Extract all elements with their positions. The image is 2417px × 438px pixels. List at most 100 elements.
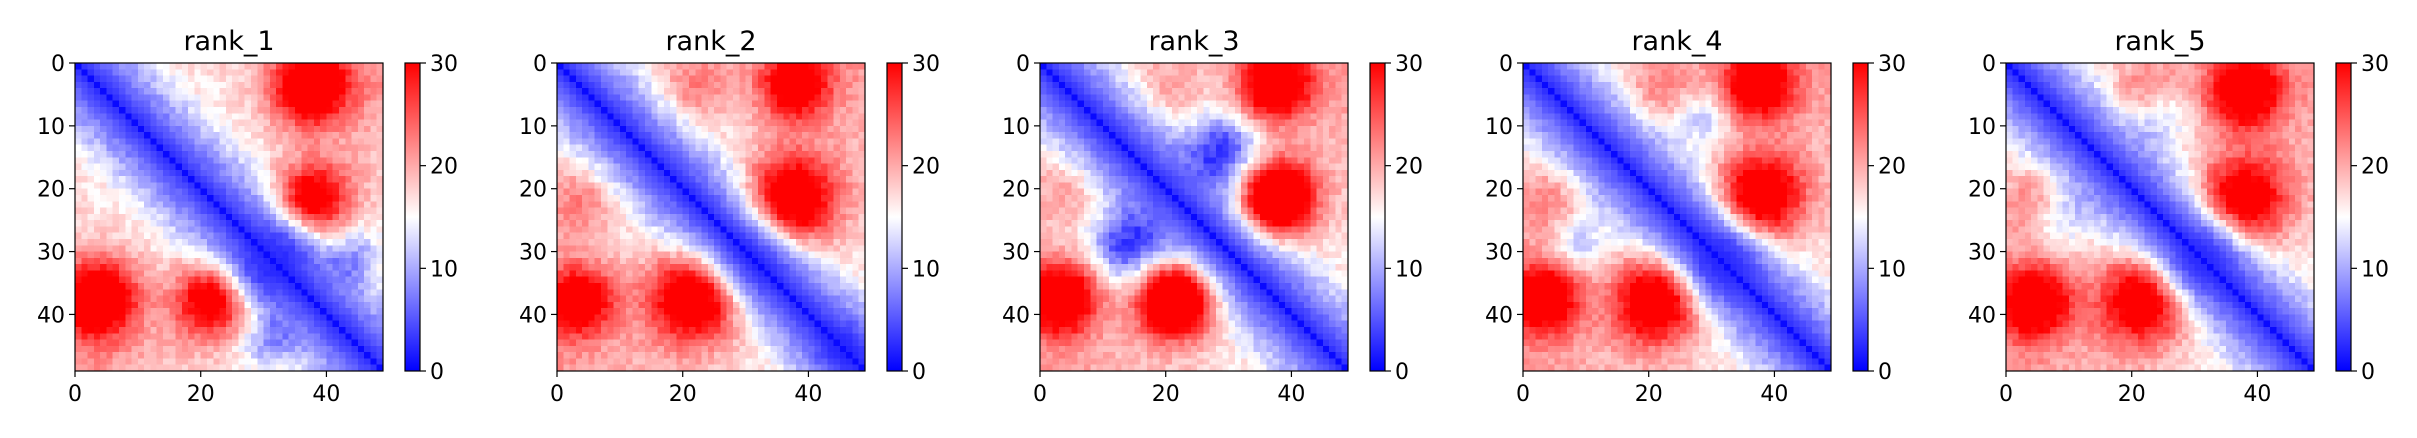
heatmap-cell (701, 107, 709, 114)
heatmap-cell (119, 295, 126, 303)
heatmap-cell (175, 345, 183, 353)
heatmap-cell (144, 345, 152, 353)
heatmap-cell (200, 195, 208, 202)
heatmap-cell (663, 364, 671, 372)
heatmap-cell (594, 339, 602, 347)
heatmap-cell (726, 81, 734, 89)
heatmap-cell (137, 138, 145, 146)
heatmap-cell (645, 333, 652, 341)
heatmap-cell (112, 352, 120, 360)
heatmap-cell (370, 276, 378, 284)
heatmap-cell (131, 270, 139, 278)
heatmap-cell (676, 151, 684, 158)
heatmap-cell (852, 295, 860, 303)
heatmap-cell (607, 251, 615, 259)
heatmap-cell (645, 182, 652, 190)
heatmap-cell (575, 239, 583, 246)
heatmap-cell (745, 151, 753, 158)
heatmap-cell (670, 138, 678, 146)
heatmap-cell (87, 119, 95, 127)
heatmap-cell (156, 138, 164, 146)
heatmap-cell (119, 207, 126, 215)
heatmap-cell (808, 333, 816, 341)
heatmap-cell (156, 176, 164, 184)
heatmap-cell (676, 270, 684, 278)
heatmap-cell (676, 283, 684, 290)
heatmap-cell (150, 119, 158, 127)
heatmap-cell (75, 201, 82, 209)
heatmap-cell (758, 345, 766, 353)
heatmap-cell (827, 245, 835, 253)
heatmap-cell (150, 226, 158, 234)
heatmap-cell (575, 81, 583, 89)
heatmap-cell (714, 176, 722, 184)
heatmap-cell (613, 358, 621, 366)
heatmap-cell (808, 157, 816, 165)
heatmap-cell (632, 182, 640, 190)
heatmap-cell (100, 314, 108, 322)
heatmap-cell (238, 138, 246, 146)
heatmap-cell (714, 125, 722, 133)
heatmap-cell (619, 188, 627, 196)
heatmap-cell (332, 213, 340, 221)
heatmap-cell (682, 226, 690, 234)
heatmap-cell (219, 188, 227, 196)
heatmap-cell (676, 232, 684, 240)
heatmap-cell (846, 94, 854, 102)
heatmap-cell (751, 176, 759, 184)
heatmap-cell (663, 358, 671, 366)
heatmap-cell (288, 69, 296, 77)
heatmap-cell (87, 88, 95, 96)
heatmap-cell (827, 176, 835, 184)
heatmap-cell (783, 81, 791, 89)
heatmap-cell (557, 113, 564, 121)
heatmap-cell (144, 327, 152, 334)
heatmap-cell (257, 364, 265, 372)
heatmap-cell (682, 333, 690, 341)
heatmap-cell (232, 245, 240, 253)
heatmap-cell (175, 270, 183, 278)
heatmap-cell (175, 339, 183, 347)
heatmap-cell (808, 339, 816, 347)
heatmap-cell (351, 339, 359, 347)
heatmap-cell (720, 144, 728, 152)
heatmap-cell (657, 239, 665, 246)
heatmap-cell (163, 283, 170, 290)
heatmap-cell (638, 295, 646, 303)
heatmap-cell (601, 251, 608, 259)
heatmap-cell (207, 245, 214, 253)
heatmap-cell (81, 157, 89, 165)
heatmap-cell (376, 226, 384, 234)
heatmap-cell (257, 314, 265, 322)
heatmap-cell (332, 63, 340, 70)
heatmap-cell (795, 295, 803, 303)
heatmap-cell (575, 352, 583, 360)
heatmap-cell (594, 245, 602, 253)
heatmap-cell (745, 276, 753, 284)
heatmap-cell (257, 345, 265, 353)
heatmap-cell (638, 264, 646, 272)
heatmap-cell (632, 132, 640, 140)
heatmap-cell (112, 201, 120, 209)
heatmap-cell (852, 88, 860, 96)
heatmap-cell (795, 345, 803, 353)
heatmap-cell (613, 182, 621, 190)
heatmap-cell (175, 138, 183, 146)
heatmap-cell (351, 144, 359, 152)
heatmap-cell (326, 75, 334, 83)
heatmap-cell (808, 69, 816, 77)
heatmap-cell (106, 138, 114, 146)
heatmap-cell (682, 195, 690, 202)
heatmap-cell (263, 264, 271, 272)
heatmap-cell (575, 364, 583, 372)
heatmap-cell (357, 151, 365, 158)
heatmap-cell (594, 232, 602, 240)
heatmap-cell (613, 264, 621, 272)
heatmap-cell (827, 75, 835, 83)
heatmap-cell (181, 138, 189, 146)
heatmap-cell (795, 207, 803, 215)
heatmap-cell (651, 283, 659, 290)
heatmap-cell (563, 81, 571, 89)
heatmap-cell (307, 264, 315, 272)
heatmap-cell (332, 308, 340, 316)
